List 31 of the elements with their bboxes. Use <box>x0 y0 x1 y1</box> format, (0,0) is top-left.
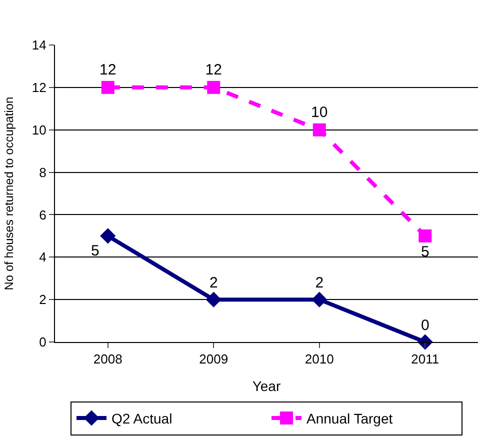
x-tick-label: 2011 <box>411 352 440 367</box>
y-tick-label: 12 <box>32 80 46 95</box>
data-label: 2 <box>315 274 324 292</box>
y-tick-label: 6 <box>39 207 46 222</box>
data-label: 10 <box>311 104 328 121</box>
data-label: 5 <box>420 243 430 260</box>
y-axis-title: No of houses returned to occupation <box>2 96 16 290</box>
data-label: 12 <box>100 62 116 79</box>
y-tick-label: 0 <box>39 334 46 350</box>
y-tick-label: 10 <box>32 122 46 138</box>
y-tick-label: 14 <box>32 38 46 53</box>
point <box>418 229 432 242</box>
x-tick-label: 2008 <box>93 352 122 367</box>
point <box>101 80 114 94</box>
y-tick-label: 4 <box>39 250 46 265</box>
data-label: 5 <box>91 242 100 260</box>
point <box>312 292 328 308</box>
y-tick-label: 2 <box>39 292 46 308</box>
x-tick-label: 2010 <box>304 352 334 367</box>
point <box>207 80 220 94</box>
data-label: 12 <box>205 62 222 79</box>
x-tick-label: 2009 <box>199 352 228 367</box>
point <box>312 123 326 136</box>
data-label: 2 <box>209 274 218 292</box>
data-label: 0 <box>420 316 430 334</box>
legend-label: Q2 Actual <box>112 410 172 426</box>
point <box>100 228 116 244</box>
y-tick-label: 8 <box>39 164 46 180</box>
x-axis-title: Year <box>252 378 281 394</box>
legend-label: Annual Target <box>306 410 393 426</box>
point <box>206 292 222 308</box>
